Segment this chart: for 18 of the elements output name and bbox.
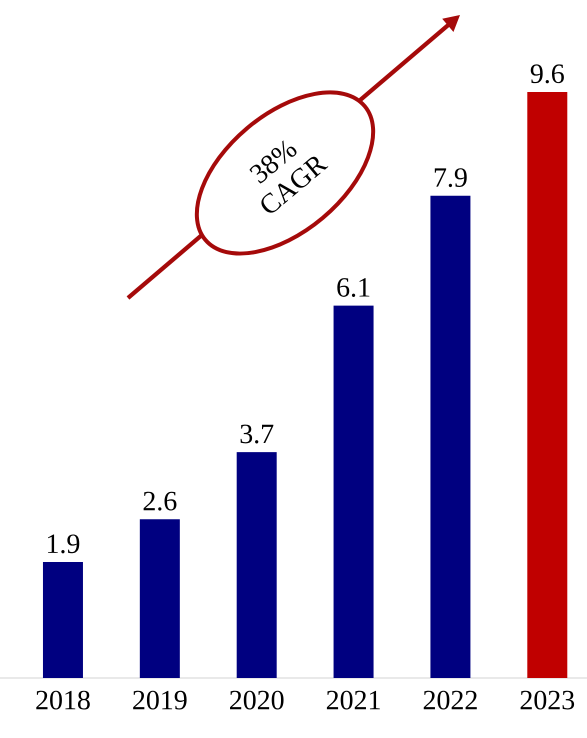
- x-tick-label: 2023: [520, 690, 574, 710]
- x-tick-label: 2018: [36, 690, 90, 710]
- data-label: 6.1: [337, 278, 370, 297]
- bar: [140, 519, 180, 678]
- data-label: 1.9: [48, 534, 80, 554]
- data-label: 7.9: [434, 168, 467, 188]
- bar: [430, 196, 470, 678]
- data-label: 9.6: [530, 64, 564, 84]
- bar: [42, 562, 83, 678]
- x-tick-label: 2022: [424, 690, 477, 710]
- bar: [236, 452, 277, 678]
- data-label: 3.7: [240, 424, 274, 444]
- bar: [334, 306, 374, 678]
- x-tick-label: 2019: [133, 690, 187, 710]
- x-tick-label: 2020: [230, 690, 284, 710]
- bar: [527, 92, 568, 678]
- x-tick-label: 2021: [326, 690, 380, 710]
- data-label: 2.6: [144, 492, 176, 511]
